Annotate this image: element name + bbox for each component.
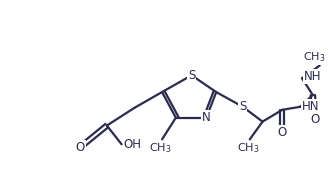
Text: O: O [278,126,287,139]
Text: O: O [76,141,85,154]
Text: CH$_3$: CH$_3$ [236,141,259,155]
Text: NH: NH [304,70,321,83]
Text: O: O [310,113,319,126]
Text: CH$_3$: CH$_3$ [149,141,171,155]
Text: S: S [239,100,247,113]
Text: N: N [202,111,211,124]
Text: S: S [188,69,195,82]
Text: OH: OH [124,138,142,151]
Text: CH$_3$: CH$_3$ [302,51,325,64]
Text: HN: HN [302,100,319,113]
